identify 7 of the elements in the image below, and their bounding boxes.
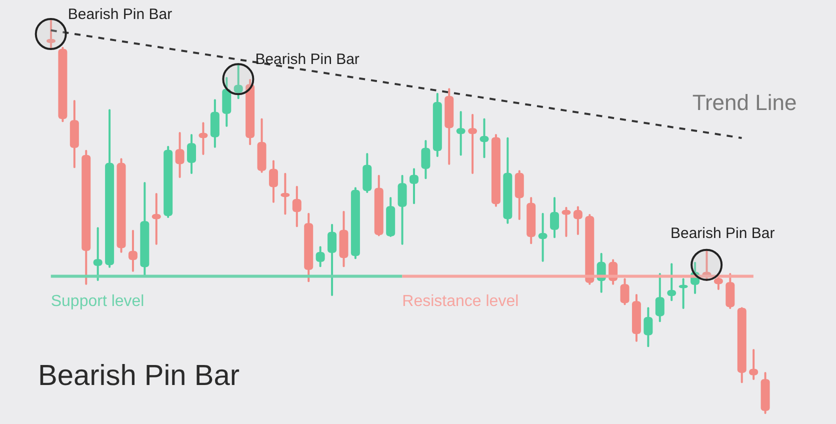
series-label: Trend Line bbox=[692, 90, 797, 115]
annotation: Bearish Pin Bar bbox=[255, 51, 360, 68]
annotation: Bearish Pin Bar bbox=[68, 6, 172, 23]
text: Bearish Pin Bar bbox=[38, 360, 240, 393]
series-label: Support level bbox=[50, 293, 144, 310]
annotation: Bearish Pin Bar bbox=[670, 224, 775, 242]
series-label: Resistance level bbox=[402, 293, 519, 310]
